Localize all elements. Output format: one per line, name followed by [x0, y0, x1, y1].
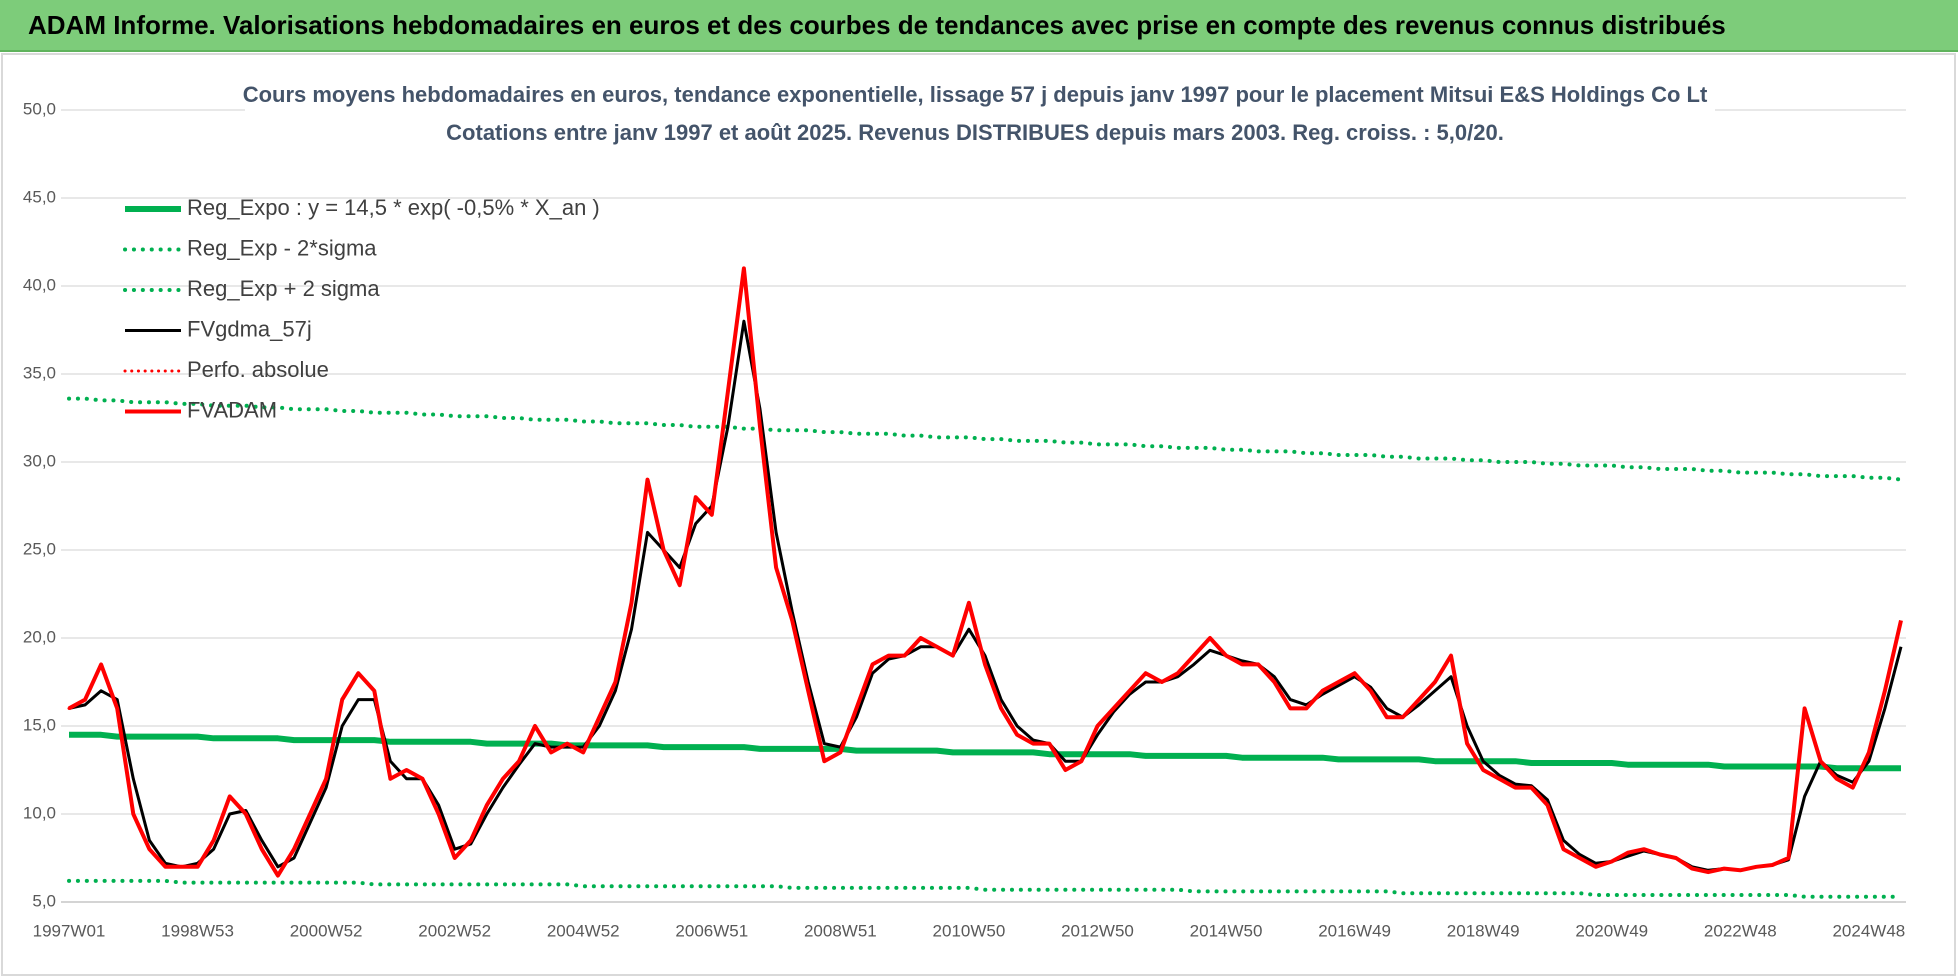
- x-tick-label: 2014W50: [1190, 921, 1263, 940]
- x-tick-label: 2008W51: [804, 921, 877, 940]
- y-tick-label: 35,0: [23, 363, 56, 382]
- y-tick-label: 25,0: [23, 539, 56, 558]
- legend-label: FVADAM: [187, 397, 277, 422]
- y-tick-label: 45,0: [23, 187, 56, 206]
- grid: 5,0 10,0 15,0 20,0 25,0 30,0 35,0 40,0 45,0 50,0 1…: [23, 99, 1906, 940]
- legend-label: Reg_Exp - 2*sigma: [187, 235, 377, 260]
- x-tick-label: 2024W48: [1832, 921, 1905, 940]
- series-line: [67, 266, 1903, 878]
- series-line: [69, 731, 1901, 772]
- chart-subtitle: Cotations entre janv 1997 et août 2025. …: [446, 120, 1504, 145]
- chart-frame: [1, 53, 1956, 976]
- legend-label: Reg_Expo : y = 14,5 * exp( -0,5% * X_an …: [187, 195, 600, 220]
- x-tick-label: 2018W49: [1447, 921, 1520, 940]
- legend: Reg_Expo : y = 14,5 * exp( -0,5% * X_an …: [123, 195, 600, 422]
- x-tick-label: 1998W53: [161, 921, 234, 940]
- y-tick-label: 50,0: [23, 99, 56, 118]
- legend-label: Reg_Exp + 2 sigma: [187, 276, 380, 301]
- x-tick-label: 2010W50: [933, 921, 1006, 940]
- y-tick-label: 40,0: [23, 275, 56, 294]
- x-tick-label: 2000W52: [290, 921, 363, 940]
- series-line: [68, 266, 1903, 878]
- chart-title: Cours moyens hebdomadaires en euros, ten…: [243, 82, 1708, 107]
- series-line: [68, 319, 1903, 872]
- legend-label: Perfo. absolue: [187, 357, 329, 382]
- y-tick-label: 5,0: [32, 891, 56, 910]
- x-tick-label: 2004W52: [547, 921, 620, 940]
- x-tick-label: 2020W49: [1575, 921, 1648, 940]
- lines: [67, 266, 1903, 899]
- title-background: [245, 80, 1715, 152]
- x-tick-label: 2016W49: [1318, 921, 1391, 940]
- y-tick-label: 20,0: [23, 627, 56, 646]
- legend-label: FVgdma_57j: [187, 316, 312, 341]
- x-tick-label: 2006W51: [675, 921, 748, 940]
- series-line: [67, 396, 1903, 482]
- header-title: ADAM Informe. Valorisations hebdomadaire…: [0, 0, 1958, 52]
- x-tick-label: 1997W01: [33, 921, 106, 940]
- series-line: [67, 878, 1903, 899]
- y-tick-label: 30,0: [23, 451, 56, 470]
- x-tick-label: 2012W50: [1061, 921, 1134, 940]
- y-tick-label: 10,0: [23, 803, 56, 822]
- x-tick-label: 2002W52: [418, 921, 491, 940]
- y-tick-label: 15,0: [23, 715, 56, 734]
- x-tick-label: 2022W48: [1704, 921, 1777, 940]
